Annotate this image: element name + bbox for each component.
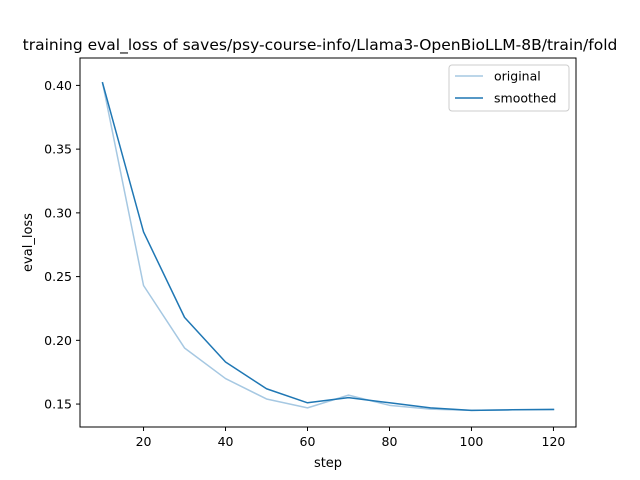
y-tick-label: 0.35 [44,142,72,157]
x-tick-label: 80 [382,434,398,449]
x-tick-label: 120 [542,434,566,449]
x-tick-label: 20 [136,434,152,449]
y-axis: 0.15 0.20 0.25 0.30 0.35 0.40 [44,78,80,412]
legend: original smoothed [448,64,570,112]
x-tick-label: 60 [300,434,316,449]
x-tick-label: 40 [218,434,234,449]
series-layer [101,81,555,412]
x-axis: 20 40 60 80 100 120 [136,427,566,449]
y-tick-label: 0.40 [44,78,72,93]
series-line-smoothed [101,81,555,412]
x-axis-label: step [314,456,342,471]
x-tick-label: 100 [460,434,484,449]
y-tick-label: 0.25 [44,269,72,284]
y-axis-label: eval_loss [21,213,36,272]
y-tick-label: 0.20 [44,333,72,348]
y-tick-label: 0.30 [44,205,72,220]
y-tick-label: 0.15 [44,397,72,412]
legend-label-smoothed: smoothed [494,91,556,106]
legend-label-original: original [494,69,541,84]
chart-title: training eval_loss of saves/psy-course-i… [23,36,618,55]
plot-area [80,58,576,427]
plot-frame [79,57,577,428]
